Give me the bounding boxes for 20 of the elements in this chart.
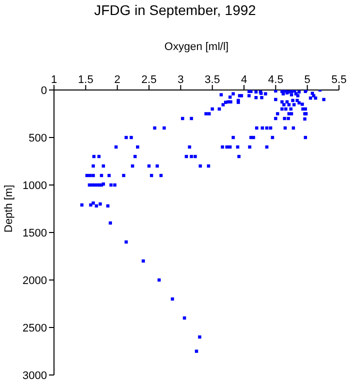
x-tick-label: 3 [178,74,184,86]
y-tick-label: 1000 [22,180,47,192]
x-tick-label: 3.5 [204,74,220,86]
x-tick-label: 2 [114,74,120,86]
x-tick-label: 2.5 [141,74,157,86]
y-tick-label: 2500 [22,322,47,334]
chart-title: JFDG in September, 1992 [93,2,257,18]
y-tick-label: 3000 [22,370,47,382]
x-axis-title: Oxygen [ml/l] [164,40,229,53]
x-tick-label: 4.5 [268,74,284,86]
x-tick-label: 4 [240,74,248,86]
y-tick-label: 2000 [22,274,47,287]
y-tick-label: 500 [28,132,47,144]
x-tick-label: 5.5 [331,74,347,86]
y-tick-label: 0 [40,84,47,97]
x-tick-label: 5 [304,74,310,86]
x-tick-label: 1.5 [78,74,94,86]
y-tick-label: 1500 [22,227,47,240]
x-tick-label: 1 [50,74,58,86]
y-axis-title: Depth [m] [2,184,15,232]
